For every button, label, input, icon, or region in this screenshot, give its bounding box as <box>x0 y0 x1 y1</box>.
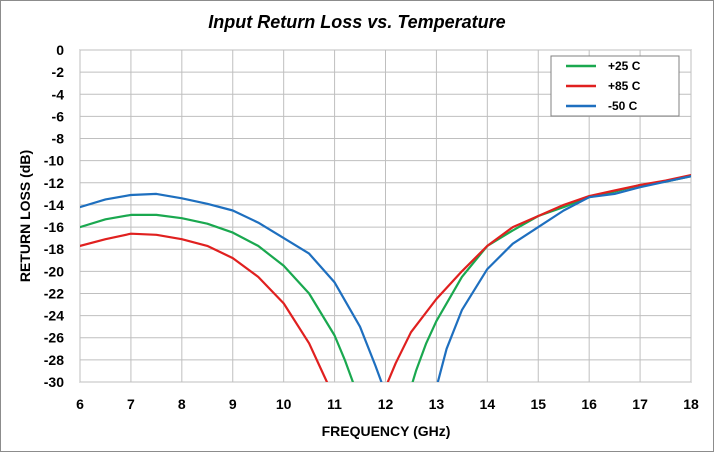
y-tick-label: -12 <box>44 175 64 191</box>
x-tick-label: 8 <box>178 396 186 412</box>
x-tick-label: 11 <box>327 396 342 412</box>
x-tick-label: 13 <box>429 396 445 412</box>
y-tick-label: -22 <box>44 285 64 301</box>
x-tick-label: 10 <box>276 396 292 412</box>
series-line-0 <box>80 175 691 382</box>
x-tick-label: 7 <box>127 396 135 412</box>
y-tick-label: -16 <box>44 219 64 235</box>
y-tick-label: -6 <box>52 108 65 124</box>
x-axis-label: FREQUENCY (GHz) <box>322 423 451 439</box>
legend-label-2: -50 C <box>608 99 638 113</box>
y-tick-label: -26 <box>44 330 64 346</box>
y-tick-label: -20 <box>44 263 64 279</box>
x-tick-label: 17 <box>632 396 648 412</box>
x-tick-label: 18 <box>683 396 699 412</box>
series-line-1 <box>80 174 691 382</box>
x-tick-label: 6 <box>76 396 84 412</box>
y-axis-label: RETURN LOSS (dB) <box>17 150 33 282</box>
x-tick-label: 16 <box>581 396 597 412</box>
y-tick-label: -24 <box>44 308 64 324</box>
y-tick-label: -2 <box>52 64 65 80</box>
chart-title: Input Return Loss vs. Temperature <box>208 12 505 32</box>
x-tick-labels: 6 7 8 9 10 11 12 13 14 15 16 17 18 <box>76 396 699 412</box>
legend-label-0: +25 C <box>608 59 641 73</box>
legend-label-1: +85 C <box>608 79 641 93</box>
y-tick-labels: 0 -2 -4 -6 -8 -10 -12 -14 -16 -18 -20 -22 -24 -26 -28 -… <box>44 42 64 390</box>
y-tick-label: -30 <box>44 374 64 390</box>
y-tick-label: -8 <box>52 131 65 147</box>
y-tick-label: -28 <box>44 352 64 368</box>
y-tick-label: -4 <box>52 86 65 102</box>
x-tick-label: 15 <box>530 396 546 412</box>
y-tick-label: -14 <box>44 197 64 213</box>
series-group <box>80 174 691 382</box>
y-tick-label: -10 <box>44 153 64 169</box>
x-tick-label: 9 <box>229 396 237 412</box>
x-tick-label: 14 <box>480 396 496 412</box>
legend: +25 C +85 C -50 C <box>550 55 680 117</box>
series-line-2 <box>80 175 691 382</box>
y-tick-label: -18 <box>44 241 64 257</box>
y-tick-label: 0 <box>56 42 64 58</box>
x-tick-label: 12 <box>378 396 394 412</box>
